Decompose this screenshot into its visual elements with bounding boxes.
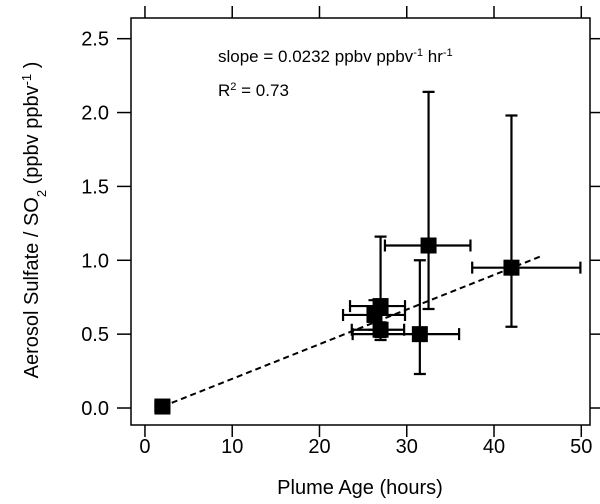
text-part: = 0.73 <box>236 81 288 100</box>
y-tick-label: 2.5 <box>81 29 109 51</box>
point <box>372 298 389 315</box>
text-part: R <box>218 81 230 100</box>
text-part: Aerosol Sulfate / SO <box>21 197 43 378</box>
text-part: 2 <box>34 190 49 197</box>
y-axis-title: Aerosol Sulfate / SO2 (ppbv ppbv-1 ) <box>19 62 49 379</box>
point <box>411 326 428 343</box>
y-error-bar <box>413 259 426 376</box>
y-error-bar <box>422 90 435 311</box>
point <box>154 398 171 415</box>
x-tick-label: 20 <box>308 436 330 458</box>
plot-frame <box>130 17 591 426</box>
x-tick-label: 40 <box>483 436 505 458</box>
point <box>503 259 520 276</box>
x-tick-label: 50 <box>570 436 592 458</box>
annotation: slope = 0.0232 ppbv ppbv-1 hr-1 <box>218 47 453 66</box>
y-tick-label: 1.0 <box>81 250 109 272</box>
text-part: ) <box>21 62 43 74</box>
text-part: (ppbv ppbv <box>21 85 43 190</box>
point <box>372 321 389 338</box>
text-part: slope = 0.0232 ppbv ppbv <box>218 47 414 66</box>
text-part: -1 <box>19 74 34 86</box>
y-error-bar <box>505 114 518 328</box>
x-tick-label: 0 <box>139 436 150 458</box>
y-tick-label: 0.5 <box>81 324 109 346</box>
text-part: -1 <box>443 47 453 59</box>
y-tick-label: 0.0 <box>81 398 109 420</box>
point <box>420 237 437 254</box>
y-tick-label: 2.0 <box>81 103 109 125</box>
y-tick-label: 1.5 <box>81 176 109 198</box>
text-part: hr <box>423 47 443 66</box>
x-error-bar <box>471 261 582 274</box>
x-tick-label: 10 <box>221 436 243 458</box>
text-part: 2 <box>230 81 236 93</box>
annotation: R2 = 0.73 <box>218 81 289 100</box>
x-error-bar <box>351 328 461 341</box>
text-part: -1 <box>413 47 423 59</box>
x-tick-label: 30 <box>396 436 418 458</box>
x-axis-title: Plume Age (hours) <box>277 477 443 499</box>
